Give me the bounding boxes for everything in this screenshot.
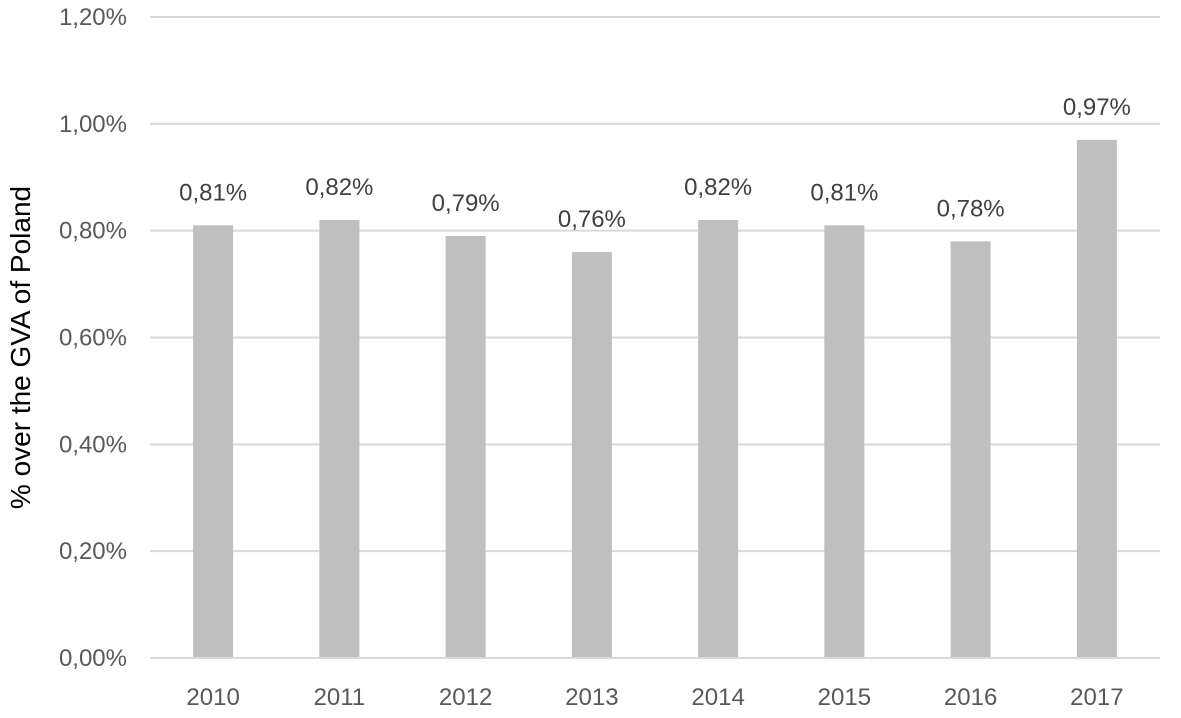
y-tick-label: 1,00% xyxy=(59,111,127,138)
bar-2012 xyxy=(445,236,486,658)
x-tick-label: 2013 xyxy=(565,684,618,711)
bar-2016 xyxy=(950,241,991,658)
data-label-2013: 0,76% xyxy=(558,206,626,233)
data-label-2010: 0,81% xyxy=(179,179,247,206)
x-tick-label: 2014 xyxy=(691,684,744,711)
bar-2015 xyxy=(824,225,865,658)
bar-2011 xyxy=(319,219,360,658)
x-tick-label: 2015 xyxy=(818,684,871,711)
x-tick-label: 2016 xyxy=(944,684,997,711)
data-label-2015: 0,81% xyxy=(810,179,878,206)
y-tick-label: 0,40% xyxy=(59,431,127,458)
x-axis-ticks: 2010 2011 2012 2013 2014 2015 2016 2017 xyxy=(186,684,1123,711)
data-label-2012: 0,79% xyxy=(432,190,500,217)
x-tick-label: 2010 xyxy=(186,684,239,711)
data-labels: 0,81% 0,82% 0,79% 0,76% 0,82% 0,81% 0,78% 0,97% xyxy=(179,94,1131,233)
bar-2013 xyxy=(571,252,612,659)
data-label-2011: 0,82% xyxy=(305,174,373,201)
y-tick-label: 0,20% xyxy=(59,538,127,565)
data-label-2014: 0,82% xyxy=(684,174,752,201)
gridlines xyxy=(150,16,1160,553)
bar-2017 xyxy=(1076,139,1117,658)
y-axis-ticks: 0,00% 0,20% 0,40% 0,60% 0,80% 1,00% 1,20% xyxy=(59,4,127,672)
data-label-2017: 0,97% xyxy=(1063,94,1131,121)
bars xyxy=(193,139,1117,659)
data-label-2016: 0,78% xyxy=(937,195,1005,222)
y-tick-label: 0,60% xyxy=(59,325,127,352)
x-tick-label: 2011 xyxy=(314,684,366,711)
y-tick-label: 1,20% xyxy=(59,4,127,31)
y-tick-label: 0,00% xyxy=(59,645,127,672)
bar-2010 xyxy=(193,225,234,658)
y-axis-title: % over the GVA of Poland xyxy=(5,186,36,509)
x-tick-label: 2012 xyxy=(439,684,492,711)
x-tick-label: 2017 xyxy=(1070,684,1123,711)
bar-2014 xyxy=(698,219,739,658)
y-tick-label: 0,80% xyxy=(59,218,127,245)
